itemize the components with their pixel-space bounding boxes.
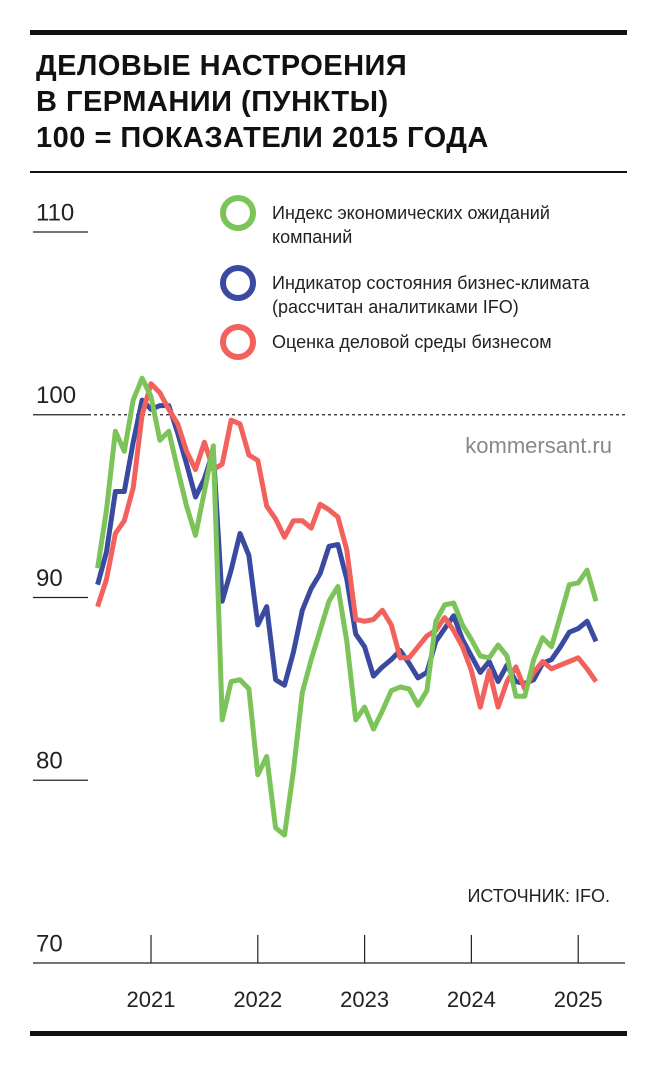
source: ИСТОЧНИК: IFO.: [467, 886, 610, 906]
bottom-rule: [30, 1031, 627, 1036]
legend-label: Индикатор состояния бизнес-климата (расс…: [272, 273, 590, 317]
x-tick-label: 2022: [233, 987, 282, 1012]
watermark: kommersant.ru: [465, 433, 612, 458]
chart-subtitle: 100 = ПОКАЗАТЕЛИ 2015 ГОДА: [36, 122, 489, 154]
y-tick-label: 90: [36, 565, 63, 592]
legend-marker: [220, 195, 256, 231]
legend-marker: [220, 324, 256, 360]
series-line: [95, 375, 599, 838]
legend-label: Индекс экономических ожиданий компаний: [272, 203, 550, 247]
chart-title: ДЕЛОВЫЕ НАСТРОЕНИЯ: [36, 50, 408, 82]
x-tick-label: 2025: [554, 987, 603, 1012]
x-tick-label: 2023: [340, 987, 389, 1012]
chart-title: В ГЕРМАНИИ (ПУНКТЫ): [36, 86, 389, 118]
y-tick-label: 80: [36, 748, 63, 775]
legend-label: Оценка деловой среды бизнесом: [272, 332, 552, 352]
header-rule: [30, 171, 627, 173]
legend-marker: [220, 265, 256, 301]
y-tick-label: 110: [36, 199, 74, 226]
x-tick-label: 2024: [447, 987, 496, 1012]
x-tick-label: 2021: [127, 987, 176, 1012]
y-tick-label: 70: [36, 930, 63, 957]
top-rule: [30, 30, 627, 35]
y-tick-label: 100: [36, 382, 76, 409]
